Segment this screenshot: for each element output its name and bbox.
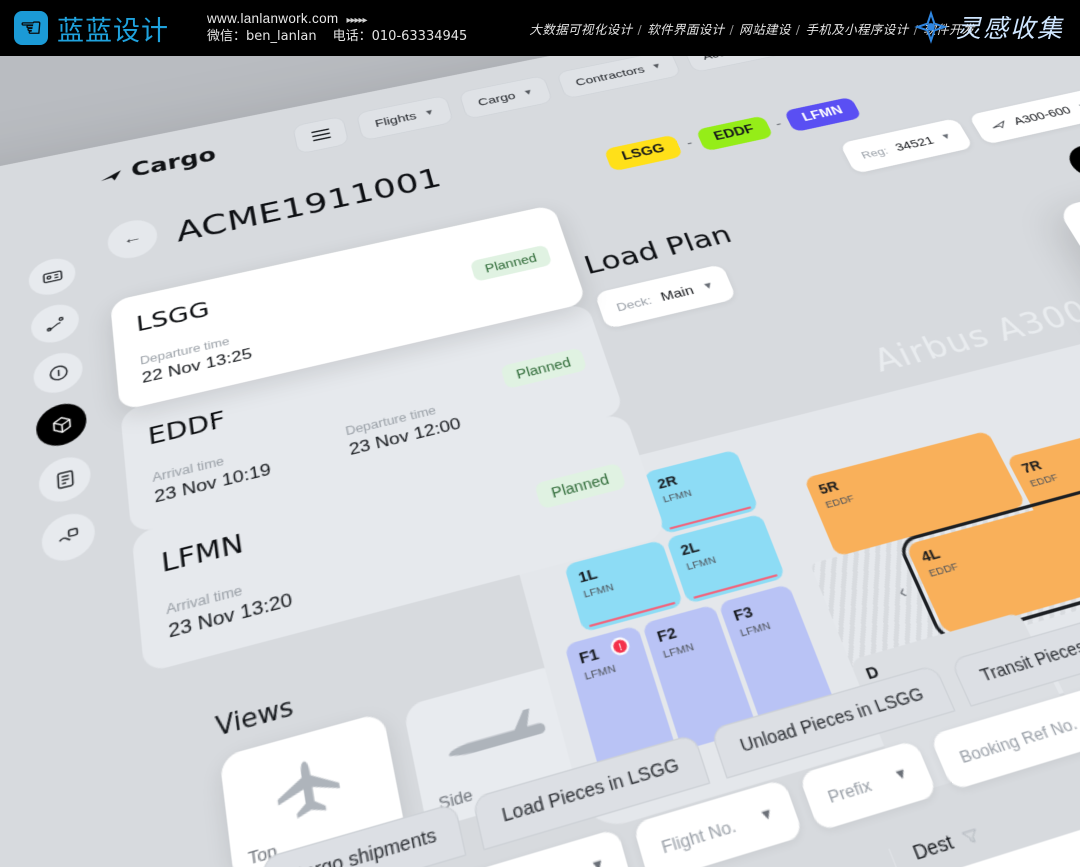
reg-label: Reg: [858, 144, 890, 161]
route-chip-eddf[interactable]: EDDF [695, 115, 774, 152]
logo-mark-icon: ☜ [14, 11, 48, 45]
chevron-down-icon: ▼ [939, 131, 954, 142]
leg-time: Arrival time 23 Nov 10:19 [152, 444, 273, 508]
menu-button[interactable] [292, 115, 350, 155]
aircraft-type-field[interactable]: A300-600 ▼ [968, 88, 1080, 145]
rail-handover-icon[interactable] [40, 508, 97, 567]
nav-label: Accounting [701, 56, 769, 62]
app-brand: Cargo [98, 144, 218, 189]
service-1: 软件界面设计 [647, 21, 725, 37]
star-burst-icon [914, 10, 948, 44]
page-title: ACME1911001 [174, 162, 446, 249]
arrow-left-icon: ← [121, 228, 144, 249]
chevron-down-icon: ▼ [1075, 101, 1080, 112]
filter-label: Flight No. [658, 814, 739, 857]
airplane-side-icon [443, 705, 547, 760]
back-button[interactable]: ← [106, 215, 160, 263]
chevron-down-icon: ▼ [423, 107, 436, 118]
banner-website: www.lanlanwork.com [207, 10, 339, 26]
nav-item-contractors[interactable]: Contractors ▼ [555, 56, 683, 100]
banner-phone: 电话：010-63334945 [332, 29, 468, 45]
route-dash: - [772, 116, 785, 131]
logo-text: 蓝蓝设计 [57, 15, 169, 47]
filter-label: Prefix [824, 774, 875, 807]
route-dash: - [684, 135, 695, 150]
filter-icon [958, 824, 983, 848]
lanlan-logo: ☜ 蓝蓝设计 [14, 9, 169, 48]
airplane-top-icon [273, 753, 343, 824]
aircraft-type-value: A300-600 [1010, 103, 1074, 128]
chevron-down-icon: ▼ [891, 765, 911, 785]
service-4: 软件开发 [923, 21, 975, 37]
cargo-app: Cargo Flights▼ Cargo▼ Contractors▼ Accou… [0, 56, 1080, 867]
chevron-down-icon: ▼ [701, 280, 716, 293]
nav-label: Cargo [476, 89, 518, 109]
airplane-icon [100, 169, 122, 183]
col-label: Dest [909, 830, 958, 866]
rail-route-icon[interactable] [30, 300, 81, 348]
left-rail [28, 254, 97, 567]
chevron-down-icon: ▼ [757, 805, 777, 826]
rail-cargo-box-icon[interactable] [35, 398, 88, 451]
route-chip-lsgg[interactable]: LSGG [603, 134, 684, 172]
nav-label: Contractors [573, 63, 647, 89]
route-chips: LSGG - EDDF - LFMN [603, 96, 862, 172]
deck-label: Deck: [614, 293, 654, 314]
inspiration-logo: 灵感收集 [914, 9, 1064, 45]
chevron-down-icon: ▼ [650, 61, 664, 71]
hamburger-icon [310, 128, 331, 142]
service-3: 手机及小程序设计 [805, 21, 909, 37]
service-0: 大数据可视化设计 [529, 21, 633, 37]
app-brand-label: Cargo [130, 143, 218, 183]
leg-time: Arrival time 23 Nov 13:20 [165, 571, 293, 643]
tab-offloaded-cargo-history[interactable]: Offloaded cargo history [0, 863, 250, 867]
app-scene: Cargo Flights▼ Cargo▼ Contractors▼ Accou… [0, 56, 1080, 867]
nav-item-flights[interactable]: Flights ▼ [355, 94, 455, 142]
promo-banner: ☜ 蓝蓝设计 www.lanlanwork.com ▸▸▸▸▸ 微信：ben_la… [0, 0, 1080, 56]
nav-item-accounting[interactable]: Accounting▼ [682, 56, 805, 73]
rail-card-icon[interactable] [28, 254, 77, 300]
registration-field[interactable]: Reg: 34521 ▼ [839, 117, 974, 174]
route-chip-lfmn[interactable]: LFMN [783, 96, 862, 133]
leg-time: Departure time 23 Nov 12:00 [344, 399, 463, 460]
deck-value: Main [658, 282, 696, 304]
airplane-small-icon [987, 117, 1010, 132]
rail-document-icon[interactable] [37, 452, 93, 508]
service-2: 网站建设 [739, 21, 791, 37]
banner-services: 大数据可视化设计 / 软件界面设计 / 网站建设 / 手机及小程序设计 / 软件开发 [529, 21, 975, 37]
leg-time: Departure time 22 Nov 13:25 [139, 331, 253, 388]
arrow-decor-icon: ▸▸▸▸▸ [346, 14, 367, 26]
nav-label: Flights [373, 109, 418, 130]
chevron-down-icon: ▼ [521, 87, 535, 98]
reg-value: 34521 [892, 133, 937, 154]
banner-wechat: 微信：ben_lanlan [207, 29, 317, 45]
nav-item-cargo[interactable]: Cargo ▼ [458, 75, 554, 120]
banner-contact: www.lanlanwork.com ▸▸▸▸▸ 微信：ben_lanlan 电话：… [207, 9, 483, 47]
rail-info-icon[interactable] [32, 348, 84, 398]
chevron-down-icon: ▼ [588, 855, 608, 867]
inspiration-text: 灵感收集 [955, 14, 1064, 43]
